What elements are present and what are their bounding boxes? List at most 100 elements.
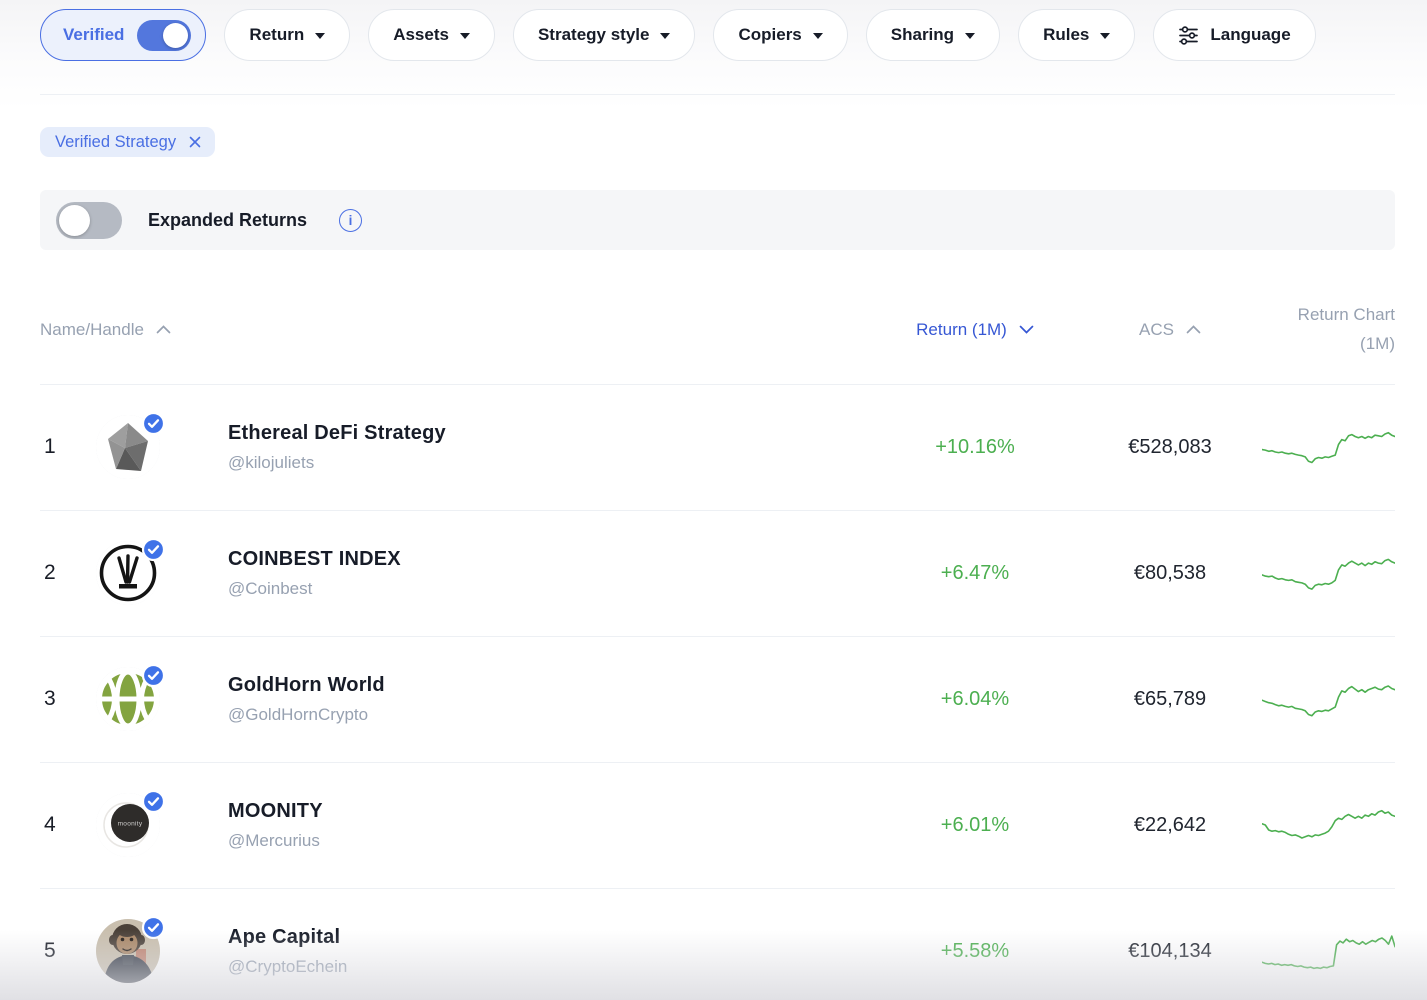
strategy-identity: GoldHorn World @GoldHornCrypto (196, 674, 865, 725)
filter-bar: Verified Return Assets Strategy style Co… (40, 0, 1395, 61)
rank-number: 4 (40, 813, 96, 837)
strategy-name[interactable]: Ape Capital (228, 926, 865, 949)
expanded-returns-label: Expanded Returns (148, 210, 307, 231)
chip-label: Verified Strategy (55, 133, 176, 152)
filter-label: Language (1210, 25, 1290, 45)
rank-number: 5 (40, 939, 96, 963)
avatar-wrap (96, 415, 160, 479)
toggle-knob (163, 23, 188, 48)
acs-value: €65,789 (1085, 688, 1255, 711)
filter-dropdown-assets[interactable]: Assets (368, 9, 495, 61)
chevron-down-icon (315, 33, 325, 39)
verified-badge-icon (141, 411, 166, 441)
strategy-handle[interactable]: @CryptoEchein (228, 957, 865, 977)
header-label: Return (1M) (916, 320, 1007, 340)
strategy-handle[interactable]: @Mercurius (228, 831, 865, 851)
header-label: Name/Handle (40, 320, 144, 340)
column-header-return-chart: Return Chart (1M) (1255, 302, 1395, 358)
header-label: Return Chart (1298, 302, 1395, 328)
filter-dropdown-sharing[interactable]: Sharing (866, 9, 1000, 61)
table-header: Name/Handle Return (1M) ACS Return Chart… (40, 272, 1395, 385)
filter-label: Strategy style (538, 25, 650, 45)
avatar-wrap: moonity (96, 793, 160, 857)
column-header-acs[interactable]: ACS (1085, 320, 1255, 340)
return-sparkline (1262, 667, 1395, 731)
filter-label: Rules (1043, 25, 1089, 45)
strategy-name[interactable]: Ethereal DeFi Strategy (228, 422, 865, 445)
expanded-returns-bar: Expanded Returns i (40, 190, 1395, 250)
strategy-row-2[interactable]: 2 COINBEST INDEX @Coinbest +6.47% €80,5 (40, 511, 1395, 637)
strategy-row-1[interactable]: 1 Ethereal DeFi Strategy @kilojuliets +1… (40, 385, 1395, 511)
strategy-name[interactable]: MOONITY (228, 800, 865, 823)
strategy-handle[interactable]: @kilojuliets (228, 453, 865, 473)
rank-number: 2 (40, 561, 96, 585)
strategy-identity: Ape Capital @CryptoEchein (196, 926, 865, 977)
avatar-wrap (96, 541, 160, 605)
strategy-handle[interactable]: @GoldHornCrypto (228, 705, 865, 725)
acs-value: €104,134 (1085, 940, 1255, 963)
rank-number: 1 (40, 435, 96, 459)
strategy-row-4[interactable]: 4 moonity MOONITY @Mercurius +6.01% €22,… (40, 763, 1395, 889)
verified-filter-label: Verified (63, 25, 124, 45)
strategies-leaderboard-page: Verified Return Assets Strategy style Co… (0, 0, 1427, 1000)
strategy-row-5[interactable]: 5 (40, 889, 1395, 1000)
rank-number: 3 (40, 687, 96, 711)
filter-label: Return (249, 25, 304, 45)
return-value: +6.47% (865, 562, 1085, 585)
verified-badge-icon (141, 663, 166, 693)
strategy-identity: MOONITY @Mercurius (196, 800, 865, 851)
strategy-name[interactable]: COINBEST INDEX (228, 548, 865, 571)
chevron-down-icon (1100, 33, 1110, 39)
acs-value: €22,642 (1085, 814, 1255, 837)
chevron-up-icon (1186, 325, 1201, 334)
chevron-down-icon (813, 33, 823, 39)
filter-dropdown-copiers[interactable]: Copiers (713, 9, 847, 61)
chevron-down-icon (460, 33, 470, 39)
active-filter-chip-verified-strategy: Verified Strategy (40, 127, 215, 157)
return-sparkline (1262, 919, 1395, 983)
filter-label: Sharing (891, 25, 954, 45)
column-header-return[interactable]: Return (1M) (865, 320, 1085, 340)
chevron-down-icon (965, 33, 975, 39)
verified-toggle[interactable] (137, 20, 191, 51)
strategy-identity: COINBEST INDEX @Coinbest (196, 548, 865, 599)
strategy-handle[interactable]: @Coinbest (228, 579, 865, 599)
strategy-row-3[interactable]: 3 GoldHorn Wo (40, 637, 1395, 763)
return-value: +10.16% (865, 436, 1085, 459)
verified-filter-pill[interactable]: Verified (40, 9, 206, 61)
column-header-name[interactable]: Name/Handle (40, 320, 865, 340)
chevron-down-icon (660, 33, 670, 39)
verified-badge-icon (141, 915, 166, 945)
acs-value: €80,538 (1085, 562, 1255, 585)
chevron-up-icon (156, 325, 171, 334)
return-sparkline (1262, 415, 1395, 479)
filter-label: Assets (393, 25, 449, 45)
svg-text:moonity: moonity (118, 821, 143, 828)
return-value: +6.04% (865, 688, 1085, 711)
filter-label: Copiers (738, 25, 801, 45)
filter-dropdown-return[interactable]: Return (224, 9, 350, 61)
verified-badge-icon (141, 789, 166, 819)
return-value: +6.01% (865, 814, 1085, 837)
header-label: (1M) (1360, 331, 1395, 357)
return-sparkline (1262, 793, 1395, 857)
header-label: ACS (1139, 320, 1174, 340)
info-icon[interactable]: i (339, 209, 362, 232)
return-value: +5.58% (865, 940, 1085, 963)
chevron-down-icon (1019, 325, 1034, 334)
avatar-wrap (96, 667, 160, 731)
strategy-identity: Ethereal DeFi Strategy @kilojuliets (196, 422, 865, 473)
return-sparkline (1262, 541, 1395, 605)
filter-dropdown-rules[interactable]: Rules (1018, 9, 1135, 61)
active-filter-chips: Verified Strategy (40, 127, 1395, 157)
filter-dropdown-strategy-style[interactable]: Strategy style (513, 9, 696, 61)
strategy-name[interactable]: GoldHorn World (228, 674, 865, 697)
remove-filter-icon[interactable] (188, 135, 202, 149)
toggle-knob (59, 205, 90, 236)
sliders-icon (1178, 25, 1199, 46)
language-filter-button[interactable]: Language (1153, 9, 1315, 61)
verified-badge-icon (141, 537, 166, 567)
acs-value: €528,083 (1085, 436, 1255, 459)
avatar-wrap (96, 919, 160, 983)
expanded-returns-toggle[interactable] (56, 202, 122, 239)
